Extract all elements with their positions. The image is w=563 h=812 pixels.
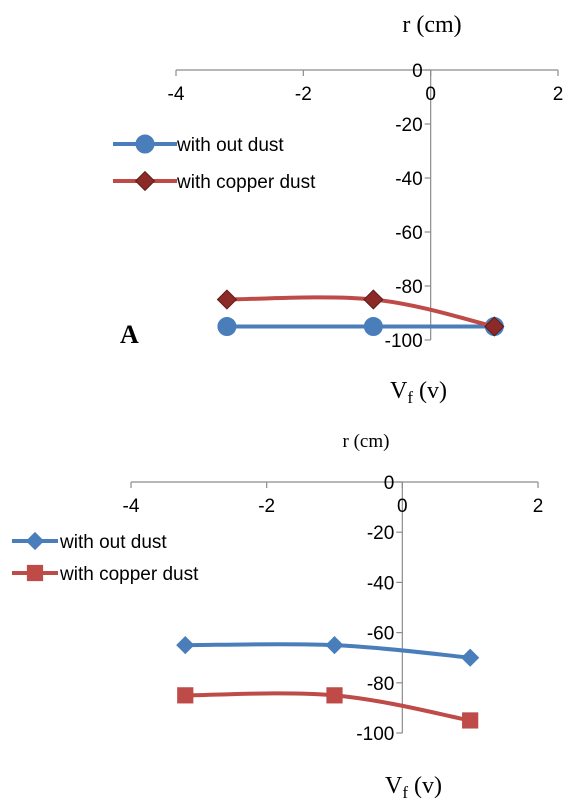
x-axis-title: r (cm) (402, 12, 461, 38)
y-tick-label: 0 (384, 473, 395, 494)
y-tick-label: 0 (412, 61, 423, 82)
y-axis-title-unit: (v) (413, 378, 447, 404)
series-with-out-dust (176, 636, 480, 667)
y-tick-label: -80 (395, 277, 422, 298)
x-tick-label: 0 (397, 496, 408, 517)
data-point (484, 316, 505, 337)
data-point (326, 687, 343, 704)
data-point (461, 648, 480, 667)
y-tick-label: -20 (395, 115, 422, 136)
legend-label: with out dust (176, 135, 284, 156)
y-tick-label: -20 (367, 523, 394, 544)
y-axis-title: Vf (v) (385, 773, 442, 802)
legend-item: with copper dust (12, 564, 199, 585)
data-point (217, 317, 237, 336)
series-with-copper-dust (177, 687, 479, 729)
legend-swatch-marker (134, 170, 156, 192)
series-with-out-dust (217, 317, 504, 336)
x-tick-label: -2 (295, 84, 312, 105)
legend-swatch-marker (135, 134, 155, 154)
legend-swatch-marker (26, 564, 44, 582)
series-line (224, 295, 497, 329)
data-point (216, 289, 238, 310)
x-tick-label: 0 (425, 84, 436, 105)
y-axis-title: Vf (v) (390, 378, 447, 407)
x-tick-label: 2 (533, 496, 544, 517)
y-tick-label: -80 (367, 674, 394, 695)
legend-label: with copper dust (59, 564, 199, 585)
x-tick-label: -4 (168, 84, 185, 105)
data-point (462, 712, 479, 729)
series-with-copper-dust (216, 289, 505, 337)
legend-label: with copper dust (176, 172, 316, 193)
y-tick-label: -40 (395, 169, 422, 190)
y-tick-label: -60 (367, 624, 394, 645)
data-point (325, 636, 344, 655)
legend-item: with out dust (12, 531, 167, 553)
legend-item: with out dust (113, 134, 284, 156)
data-point (363, 289, 384, 310)
y-axis-title-unit: (v) (408, 773, 442, 799)
legend-label: with out dust (59, 532, 167, 553)
y-axis-title-sub: f (407, 388, 413, 407)
x-axis-title: r (cm) (343, 431, 390, 452)
x-tick-label: -4 (123, 496, 140, 517)
y-tick-label: -60 (395, 223, 422, 244)
y-axis-title-sub: f (402, 783, 408, 802)
panel-label: A (120, 320, 139, 349)
legend-swatch-marker (25, 531, 45, 551)
x-tick-label: 2 (553, 84, 563, 105)
data-point (176, 636, 195, 655)
legend-item: with copper dust (113, 170, 316, 193)
data-point (363, 317, 383, 336)
y-axis-title-main: V (385, 773, 403, 799)
y-tick-label: -100 (356, 724, 394, 745)
x-tick-label: -2 (258, 496, 275, 517)
y-axis-title-main: V (390, 378, 408, 404)
y-tick-label: -40 (367, 573, 394, 594)
data-point (177, 687, 194, 704)
y-tick-label: -100 (385, 331, 423, 352)
